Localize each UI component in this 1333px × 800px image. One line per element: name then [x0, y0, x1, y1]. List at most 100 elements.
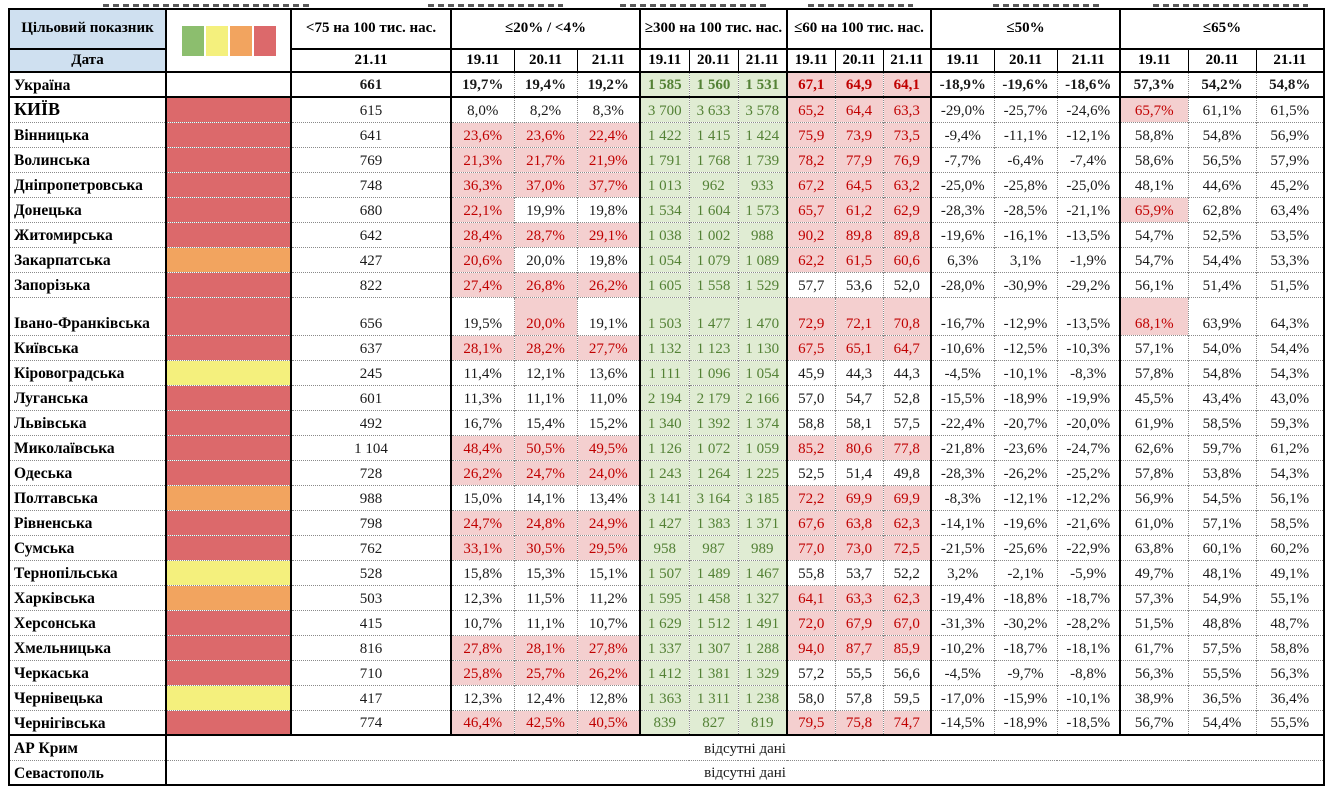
- bed-occupancy-cell: 56,7%: [1119, 710, 1189, 735]
- hospitalization-cell: 69,9: [882, 485, 931, 510]
- testing-cell: 1 383: [688, 510, 738, 535]
- region-name: Черкаська: [14, 665, 89, 683]
- date-header: 20.11: [688, 49, 738, 72]
- bed-occupancy-cell: 57,3%: [1119, 585, 1189, 610]
- region-name: Луганська: [14, 390, 89, 408]
- testing-cell: 1 307: [688, 635, 738, 660]
- dynamics-cell: -25,2%: [1056, 460, 1121, 485]
- hospitalization-cell: 65,7: [786, 197, 835, 222]
- table-row: Полтавська 988 15,0% 14,1% 13,4% 3 141 3 164 3 …: [9, 485, 1325, 510]
- bed-occupancy-cell: 54,3%: [1255, 460, 1325, 485]
- testing-cell: 2 166: [737, 385, 787, 410]
- testing-cell: 1 111: [639, 360, 689, 385]
- table-row: Дніпропетровська 748 36,3% 37,0% 37,7% 1 013 9…: [9, 172, 1325, 197]
- bed-occupancy-cell: 59,3%: [1255, 410, 1325, 435]
- hospitalization-cell: 75,9: [786, 122, 835, 147]
- positivity-cell: 24,7%: [450, 510, 514, 535]
- hospitalization-cell: 52,5: [786, 460, 835, 485]
- testing-cell: 1 768: [688, 147, 738, 172]
- bed-occupancy-cell: 57,8%: [1119, 360, 1189, 385]
- region-name: Київська: [14, 340, 79, 358]
- positivity-cell: 19,1%: [576, 297, 640, 335]
- status-swatch: [165, 460, 292, 485]
- status-swatch: [165, 560, 292, 585]
- dynamics-cell: -16,7%: [930, 297, 994, 335]
- positivity-cell: 20,6%: [450, 247, 514, 272]
- testing-cell: 1 072: [688, 435, 738, 460]
- bed-occupancy-cell: 55,5%: [1187, 660, 1257, 685]
- bed-occupancy-cell: 59,7%: [1187, 435, 1257, 460]
- testing-cell: 3 700: [639, 97, 689, 122]
- hospitalization-cell: 57,5: [882, 410, 931, 435]
- testing-cell: 1 392: [688, 410, 738, 435]
- bed-occupancy-cell: 64,3%: [1255, 297, 1325, 335]
- testing-cell: 958: [639, 535, 689, 560]
- dynamics-cell: -28,0%: [930, 272, 994, 297]
- hospitalization-cell: 49,8: [882, 460, 931, 485]
- testing-cell: 1 470: [737, 297, 787, 335]
- positivity-cell: 24,9%: [576, 510, 640, 535]
- bed-occupancy-cell: 56,1%: [1255, 485, 1325, 510]
- positivity-cell: 14,1%: [513, 485, 577, 510]
- testing-cell: 1 079: [688, 247, 738, 272]
- bed-occupancy-cell: 58,5%: [1255, 510, 1325, 535]
- status-swatch: [165, 97, 292, 122]
- testing-cell: 1 422: [639, 122, 689, 147]
- testing-cell: 1 054: [639, 247, 689, 272]
- positivity-cell: 11,3%: [450, 385, 514, 410]
- bed-occupancy-cell: 57,1%: [1119, 335, 1189, 360]
- bed-occupancy-cell: 51,5%: [1255, 272, 1325, 297]
- region-name: Вінницька: [14, 127, 90, 145]
- dynamics-cell: -4,5%: [930, 360, 994, 385]
- positivity-cell: 15,3%: [513, 560, 577, 585]
- positivity-cell: 28,2%: [513, 335, 577, 360]
- table-row: Севастополь відсутні дані: [9, 760, 1326, 785]
- hospitalization-cell: 64,4: [834, 97, 883, 122]
- hospitalization-cell: 52,8: [882, 385, 931, 410]
- positivity-cell: 20,0%: [513, 247, 577, 272]
- positivity-cell: 8,3%: [576, 97, 640, 122]
- target-indicator-header: Цільовий показник: [8, 9, 166, 50]
- testing-cell: 3 633: [688, 97, 738, 122]
- dynamics-cell: -19,6%: [993, 510, 1057, 535]
- positivity-cell: 25,8%: [450, 660, 514, 685]
- hospitalization-cell: 67,9: [834, 610, 883, 635]
- hospitalization-cell: 73,5: [882, 122, 931, 147]
- table-row: Одеська 728 26,2% 24,7% 24,0% 1 243 1 264 1 225…: [9, 460, 1325, 485]
- dynamics-cell: -4,5%: [930, 660, 994, 685]
- table-row: Кіровоградська 245 11,4% 12,1% 13,6% 1 111 1 0…: [9, 360, 1325, 385]
- incidence-cell: 1 104: [290, 435, 451, 460]
- dynamics-cell: -18,1%: [1056, 635, 1121, 660]
- hospitalization-cell: 73,9: [834, 122, 883, 147]
- region-name: Донецька: [14, 202, 82, 220]
- incidence-cell: 710: [290, 660, 451, 685]
- bed-occupancy-cell: 58,8%: [1255, 635, 1325, 660]
- region-name: Дніпропетровська: [14, 177, 143, 195]
- testing-cell: 1 381: [688, 660, 738, 685]
- bed-occupancy-cell: 54,9%: [1187, 585, 1257, 610]
- bed-occupancy-cell: 61,7%: [1119, 635, 1189, 660]
- status-swatch: [165, 147, 292, 172]
- dynamics-cell: -24,6%: [1056, 97, 1121, 122]
- positivity-cell: 29,1%: [576, 222, 640, 247]
- hospitalization-cell: 59,5: [882, 685, 931, 710]
- testing-cell: 827: [688, 710, 738, 735]
- hospitalization-cell: 85,2: [786, 435, 835, 460]
- testing-cell: 1 059: [737, 435, 787, 460]
- positivity-cell: 19,8%: [576, 247, 640, 272]
- date-header: 21.11: [1255, 49, 1325, 72]
- testing-cell: 1 558: [688, 272, 738, 297]
- incidence-cell: 661: [290, 72, 451, 97]
- hospitalization-cell: 78,2: [786, 147, 835, 172]
- testing-cell: 1 412: [639, 660, 689, 685]
- testing-cell: 1 595: [639, 585, 689, 610]
- dynamics-cell: -18,5%: [1056, 710, 1121, 735]
- incidence-cell: 798: [290, 510, 451, 535]
- testing-cell: 1 123: [688, 335, 738, 360]
- dynamics-cell: -10,1%: [993, 360, 1057, 385]
- col-group-dynamics: ≤50%: [929, 9, 1121, 50]
- testing-cell: 1 529: [737, 272, 787, 297]
- dynamics-cell: -10,3%: [1056, 335, 1121, 360]
- testing-cell: 2 179: [688, 385, 738, 410]
- testing-cell: 1 427: [639, 510, 689, 535]
